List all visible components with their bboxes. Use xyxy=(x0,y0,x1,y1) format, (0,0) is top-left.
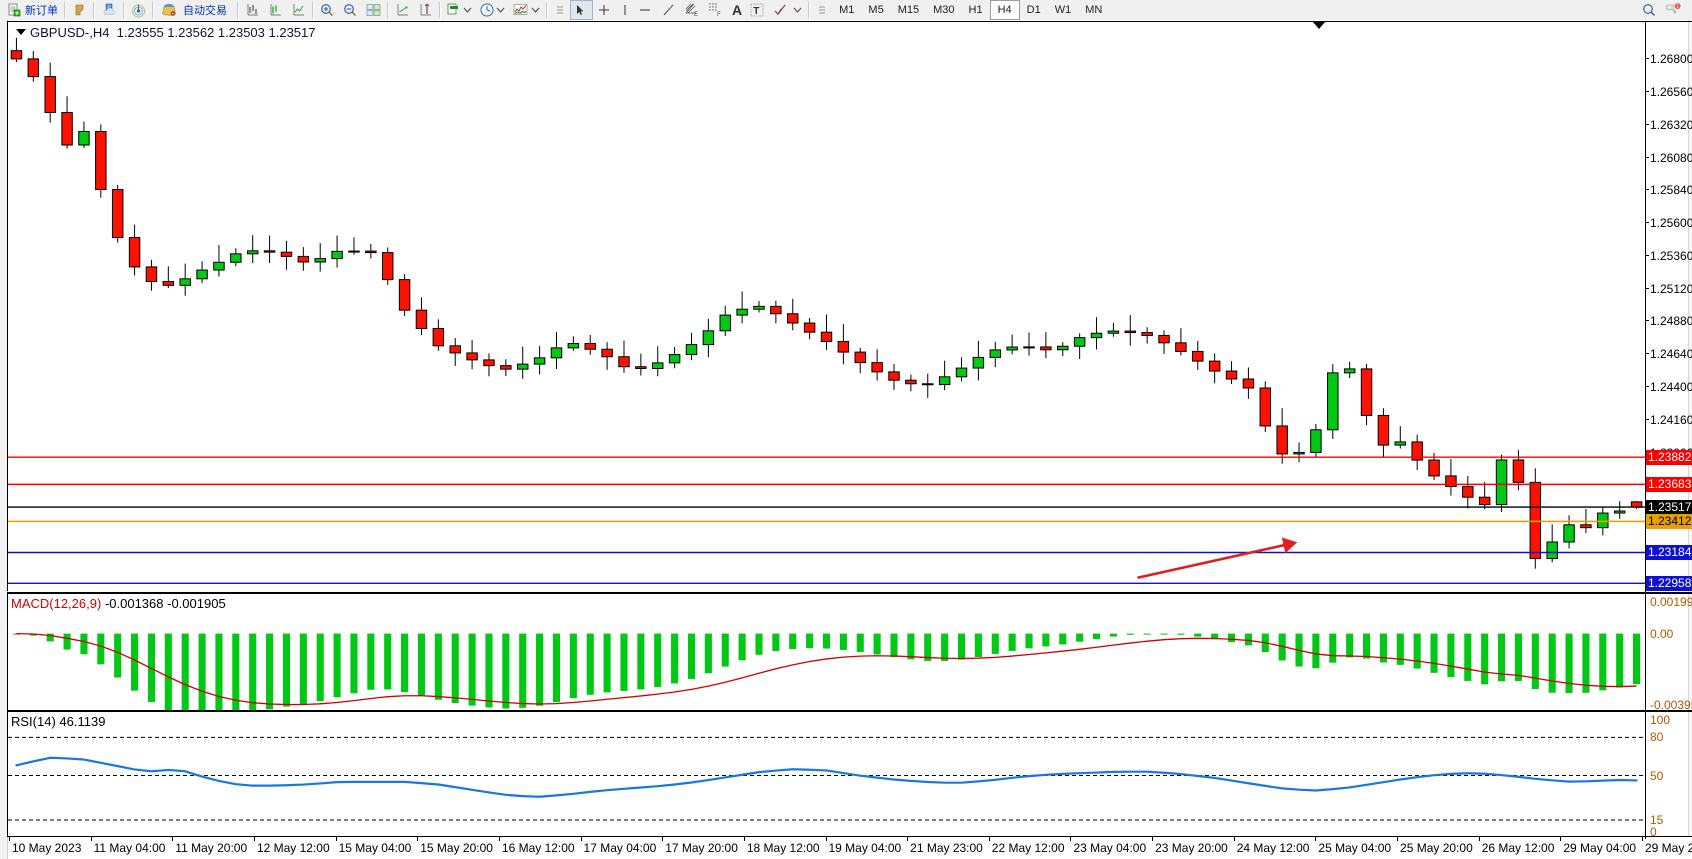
svg-text:E: E xyxy=(694,12,698,18)
svg-text:F: F xyxy=(717,12,721,18)
svg-text:T: T xyxy=(753,6,759,17)
